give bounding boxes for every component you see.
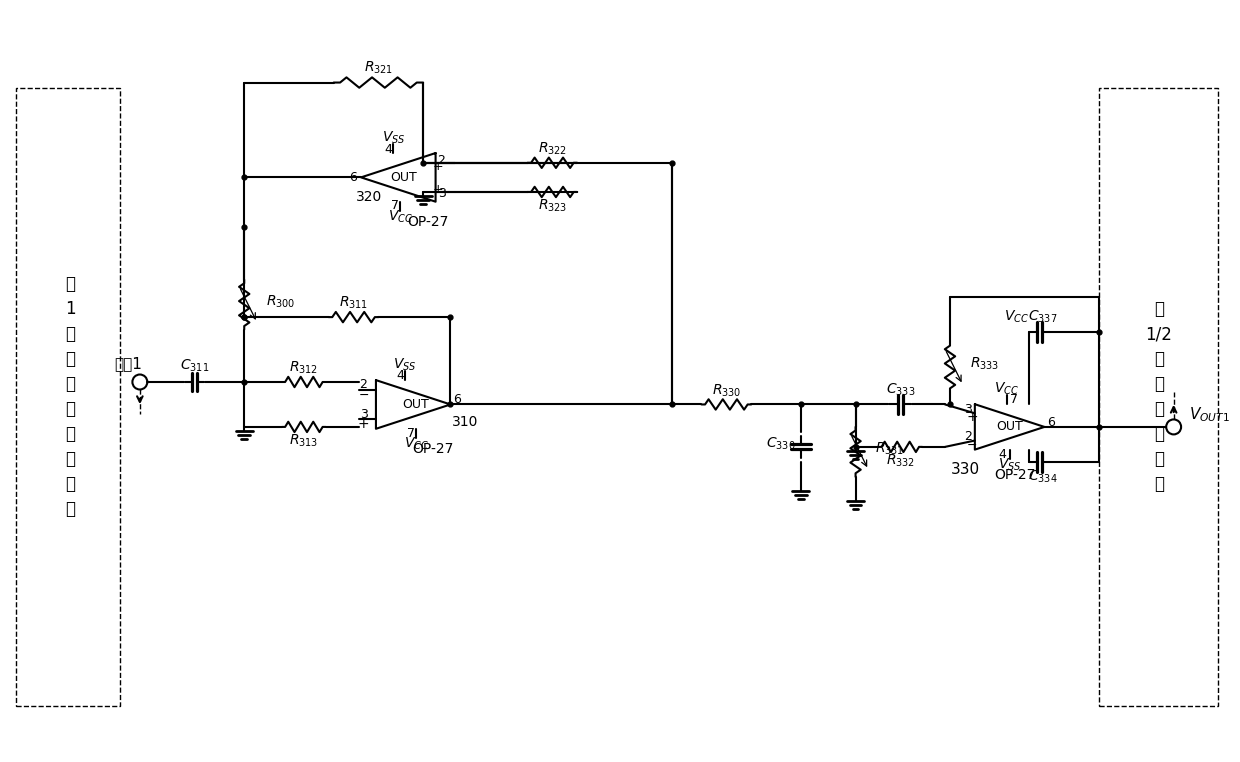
Text: 7: 7 [407,427,415,440]
Text: $C_{334}$: $C_{334}$ [1028,469,1058,485]
Text: OP-27: OP-27 [408,215,449,229]
Text: $C_{337}$: $C_{337}$ [1028,309,1058,325]
Text: $C_{330}$: $C_{330}$ [766,436,796,452]
Text: $R_{330}$: $R_{330}$ [712,383,742,399]
Text: $R_{333}$: $R_{333}$ [970,356,999,372]
Text: $C_{333}$: $C_{333}$ [885,381,915,398]
Text: OUT: OUT [996,421,1023,434]
Text: $+$: $+$ [357,417,370,431]
Bar [1099,88,1219,706]
Text: 4: 4 [384,142,392,155]
Text: $R_{312}$: $R_{312}$ [289,360,319,376]
Text: 第
1
压
电
声
波
传
感
单
元: 第 1 压 电 声 波 传 感 单 元 [64,276,76,518]
Text: $C_{311}$: $C_{311}$ [180,358,210,374]
Text: $V_{CC}$: $V_{CC}$ [994,381,1019,398]
Text: 2: 2 [438,154,445,168]
Text: 4: 4 [397,369,404,382]
Text: 330: 330 [950,462,980,477]
Text: $+$: $+$ [432,160,443,173]
Text: 6: 6 [1048,416,1055,430]
Text: 7: 7 [1009,392,1018,405]
Text: 6: 6 [350,171,357,184]
Text: $R_{331}$: $R_{331}$ [875,440,905,457]
Text: OP-27: OP-27 [994,468,1035,482]
Text: $R_{323}$: $R_{323}$ [538,198,567,214]
Text: $V_{OUT1}$: $V_{OUT1}$ [1189,405,1229,424]
Text: OUT: OUT [402,398,429,411]
Text: $R_{313}$: $R_{313}$ [289,433,319,449]
Text: $R_{332}$: $R_{332}$ [885,453,915,469]
Text: $-$: $-$ [966,438,977,451]
Text: $R_{300}$: $R_{300}$ [267,293,295,310]
Text: 310: 310 [453,415,479,430]
Text: 3: 3 [963,403,972,416]
Text: 4: 4 [998,448,1007,461]
Text: 6: 6 [454,393,461,406]
Text: $V_{SS}$: $V_{SS}$ [382,130,405,146]
Text: 3: 3 [438,187,445,200]
Text: $V_{SS}$: $V_{SS}$ [998,456,1022,472]
Text: $+$: $+$ [432,184,443,197]
Text: 2: 2 [360,379,367,392]
Text: $+$: $+$ [966,410,978,424]
Text: $V_{CC}$: $V_{CC}$ [1004,309,1029,325]
Text: 3: 3 [360,408,367,421]
Text: $V_{CC}$: $V_{CC}$ [388,209,413,225]
Text: $V_{CC}$: $V_{CC}$ [404,436,429,452]
Text: 2: 2 [963,430,972,443]
Text: $R_{322}$: $R_{322}$ [538,141,567,157]
Text: $V_{SS}$: $V_{SS}$ [393,357,417,373]
Text: $-$: $-$ [358,389,370,402]
Text: 7: 7 [392,199,399,212]
Text: 引线1: 引线1 [114,357,141,372]
Text: $R_{311}$: $R_{311}$ [339,295,368,312]
Bar [16,88,120,706]
Text: OUT: OUT [389,171,417,184]
Text: 第
1/2
信
号
差
分
单
元: 第 1/2 信 号 差 分 单 元 [1146,300,1172,494]
Text: 320: 320 [356,190,382,204]
Text: $R_{321}$: $R_{321}$ [363,59,393,75]
Text: OP-27: OP-27 [413,442,454,456]
